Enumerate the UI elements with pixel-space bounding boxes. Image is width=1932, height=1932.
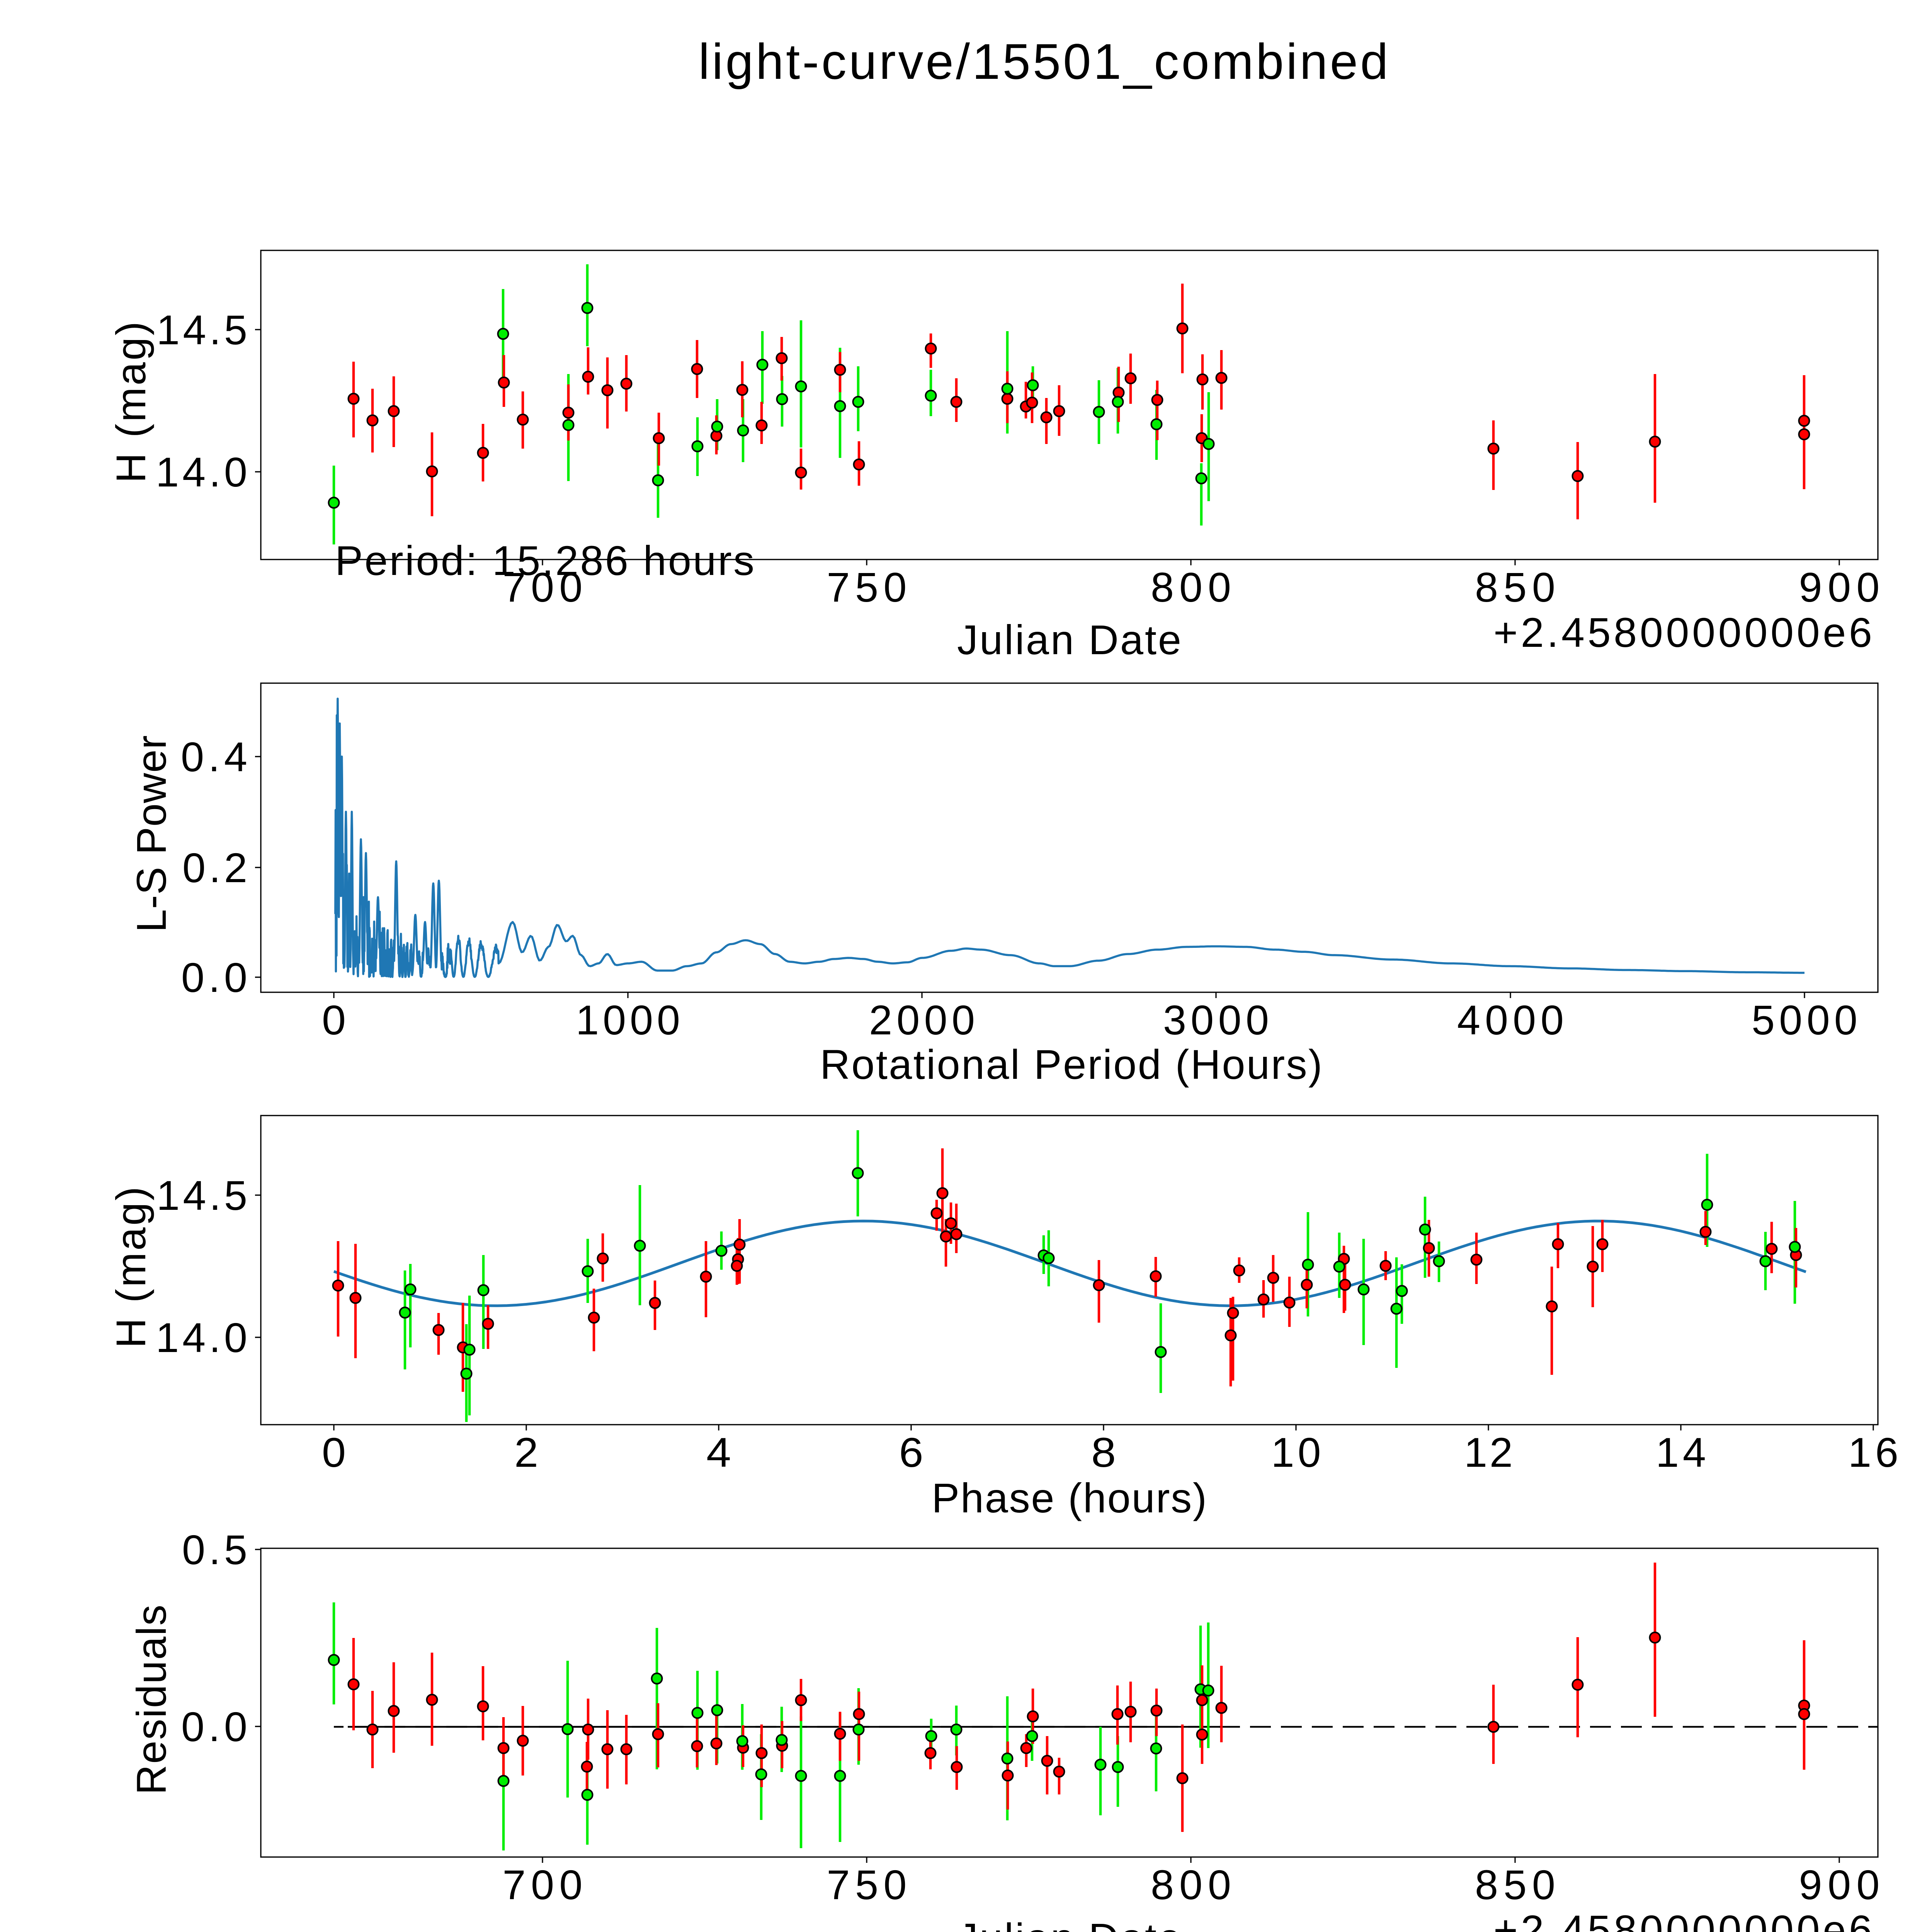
svg-text:Julian Date: Julian Date [957,616,1181,663]
svg-text:6: 6 [899,1429,923,1476]
svg-text:0.0: 0.0 [181,954,247,1001]
svg-text:Period: 15.286 hours: Period: 15.286 hours [335,537,754,584]
svg-text:Julian Date: Julian Date [957,1915,1181,1932]
svg-text:850: 850 [1475,1861,1555,1908]
svg-text:14.5: 14.5 [156,306,247,353]
svg-text:750: 750 [827,1861,907,1908]
svg-text:800: 800 [1151,564,1231,611]
svg-text:0: 0 [322,997,346,1043]
svg-text:900: 900 [1799,564,1880,611]
svg-text:L-S Power: L-S Power [128,735,175,932]
svg-text:+2.4580000000e6: +2.4580000000e6 [1493,609,1872,656]
svg-text:14.0: 14.0 [156,449,247,495]
svg-text:700: 700 [503,1861,583,1908]
svg-text:light-curve/15501_combined: light-curve/15501_combined [699,33,1388,90]
svg-text:14.5: 14.5 [156,1172,247,1219]
svg-text:0.5: 0.5 [182,1526,247,1573]
svg-text:Residuals: Residuals [128,1605,175,1795]
svg-text:14.0: 14.0 [156,1314,247,1361]
svg-text:800: 800 [1151,1861,1231,1908]
svg-text:850: 850 [1475,564,1555,611]
svg-text:750: 750 [827,564,907,611]
svg-text:700: 700 [503,564,583,611]
svg-text:Rotational Period (Hours): Rotational Period (Hours) [820,1041,1322,1088]
svg-text:2: 2 [514,1429,538,1476]
svg-text:900: 900 [1799,1861,1880,1908]
svg-text:+2.4580000000e6: +2.4580000000e6 [1493,1906,1872,1932]
svg-text:0: 0 [322,1429,346,1476]
svg-text:Phase (hours): Phase (hours) [932,1475,1207,1521]
svg-text:0.2: 0.2 [182,844,247,891]
svg-text:0.4: 0.4 [181,733,247,780]
svg-text:H (mag): H (mag) [107,1187,154,1348]
svg-text:8: 8 [1091,1429,1116,1476]
svg-text:0.0: 0.0 [181,1703,247,1750]
svg-text:4: 4 [706,1429,731,1476]
svg-text:H (mag): H (mag) [107,321,154,483]
